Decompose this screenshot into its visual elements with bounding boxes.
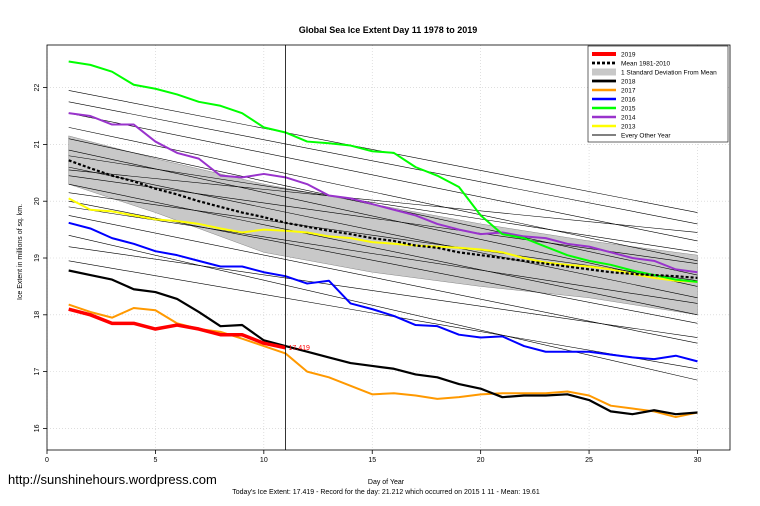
legend-label: 2015 (621, 105, 636, 112)
series-line (68, 260, 698, 370)
legend-label: 2014 (621, 114, 636, 121)
series-line (68, 215, 698, 344)
y-axis-label: Ice Extent in millions of sq. km. (17, 204, 24, 300)
series-line (68, 159, 698, 279)
watermark-text: http://sunshinehours.wordpress.com (8, 472, 217, 487)
legend-label: Every Other Year (621, 132, 671, 139)
series-line (68, 155, 698, 253)
y-tick-label: 19 (34, 254, 41, 262)
legend-swatch (592, 68, 616, 76)
y-tick-label: 22 (34, 84, 41, 92)
series-line (68, 149, 698, 287)
x-tick-label: 10 (260, 457, 268, 464)
x-tick-label: 0 (45, 457, 49, 464)
series-line (68, 183, 698, 316)
footer-text: Today's Ice Extent: 17.419 - Record for … (232, 489, 540, 496)
chart-title: Global Sea Ice Extent Day 11 1978 to 201… (299, 25, 478, 35)
legend-label: 2018 (621, 78, 636, 85)
end-value-label: 17.419 (289, 345, 311, 352)
series-line (68, 112, 698, 242)
y-tick-label: 17 (34, 368, 41, 376)
series-line (68, 166, 698, 299)
x-tick-label: 15 (368, 457, 376, 464)
x-axis-label: Day of Year (368, 479, 405, 486)
x-tick-label: 30 (694, 457, 702, 464)
series-line (68, 234, 698, 381)
series-line (68, 246, 698, 338)
legend-label: 1 Standard Deviation From Mean (621, 69, 717, 76)
plot-frame (46, 44, 731, 451)
axes: 0 5 10 15 20 25 30 16 17 18 19 20 21 22 (34, 44, 731, 464)
series-line (68, 127, 698, 262)
legend: 2019 Mean 1981-2010 1 Standard Deviation F… (587, 45, 729, 143)
legend-label: 2013 (621, 123, 636, 130)
series-line (68, 60, 698, 283)
series-line (68, 303, 698, 419)
legend-label: 2016 (621, 96, 636, 103)
x-tick-label: 5 (153, 457, 157, 464)
legend-label: 2017 (621, 87, 636, 94)
series-line (68, 175, 698, 264)
series-line (68, 221, 698, 363)
y-tick-label: 20 (34, 197, 41, 205)
series-line (68, 269, 698, 416)
legend-label: Mean 1981-2010 (621, 60, 671, 67)
series-line (68, 169, 698, 233)
series-line (68, 112, 698, 274)
series-line (68, 206, 698, 304)
series-line (68, 101, 698, 225)
legend-label: 2019 (621, 51, 636, 58)
x-tick-label: 25 (585, 457, 593, 464)
series-lines (68, 60, 698, 419)
series-line (68, 197, 698, 283)
series-line (68, 307, 286, 350)
y-tick-label: 16 (34, 424, 41, 432)
y-tick-label: 21 (34, 140, 41, 148)
y-tick-label: 18 (34, 311, 41, 319)
x-tick-label: 20 (477, 457, 485, 464)
